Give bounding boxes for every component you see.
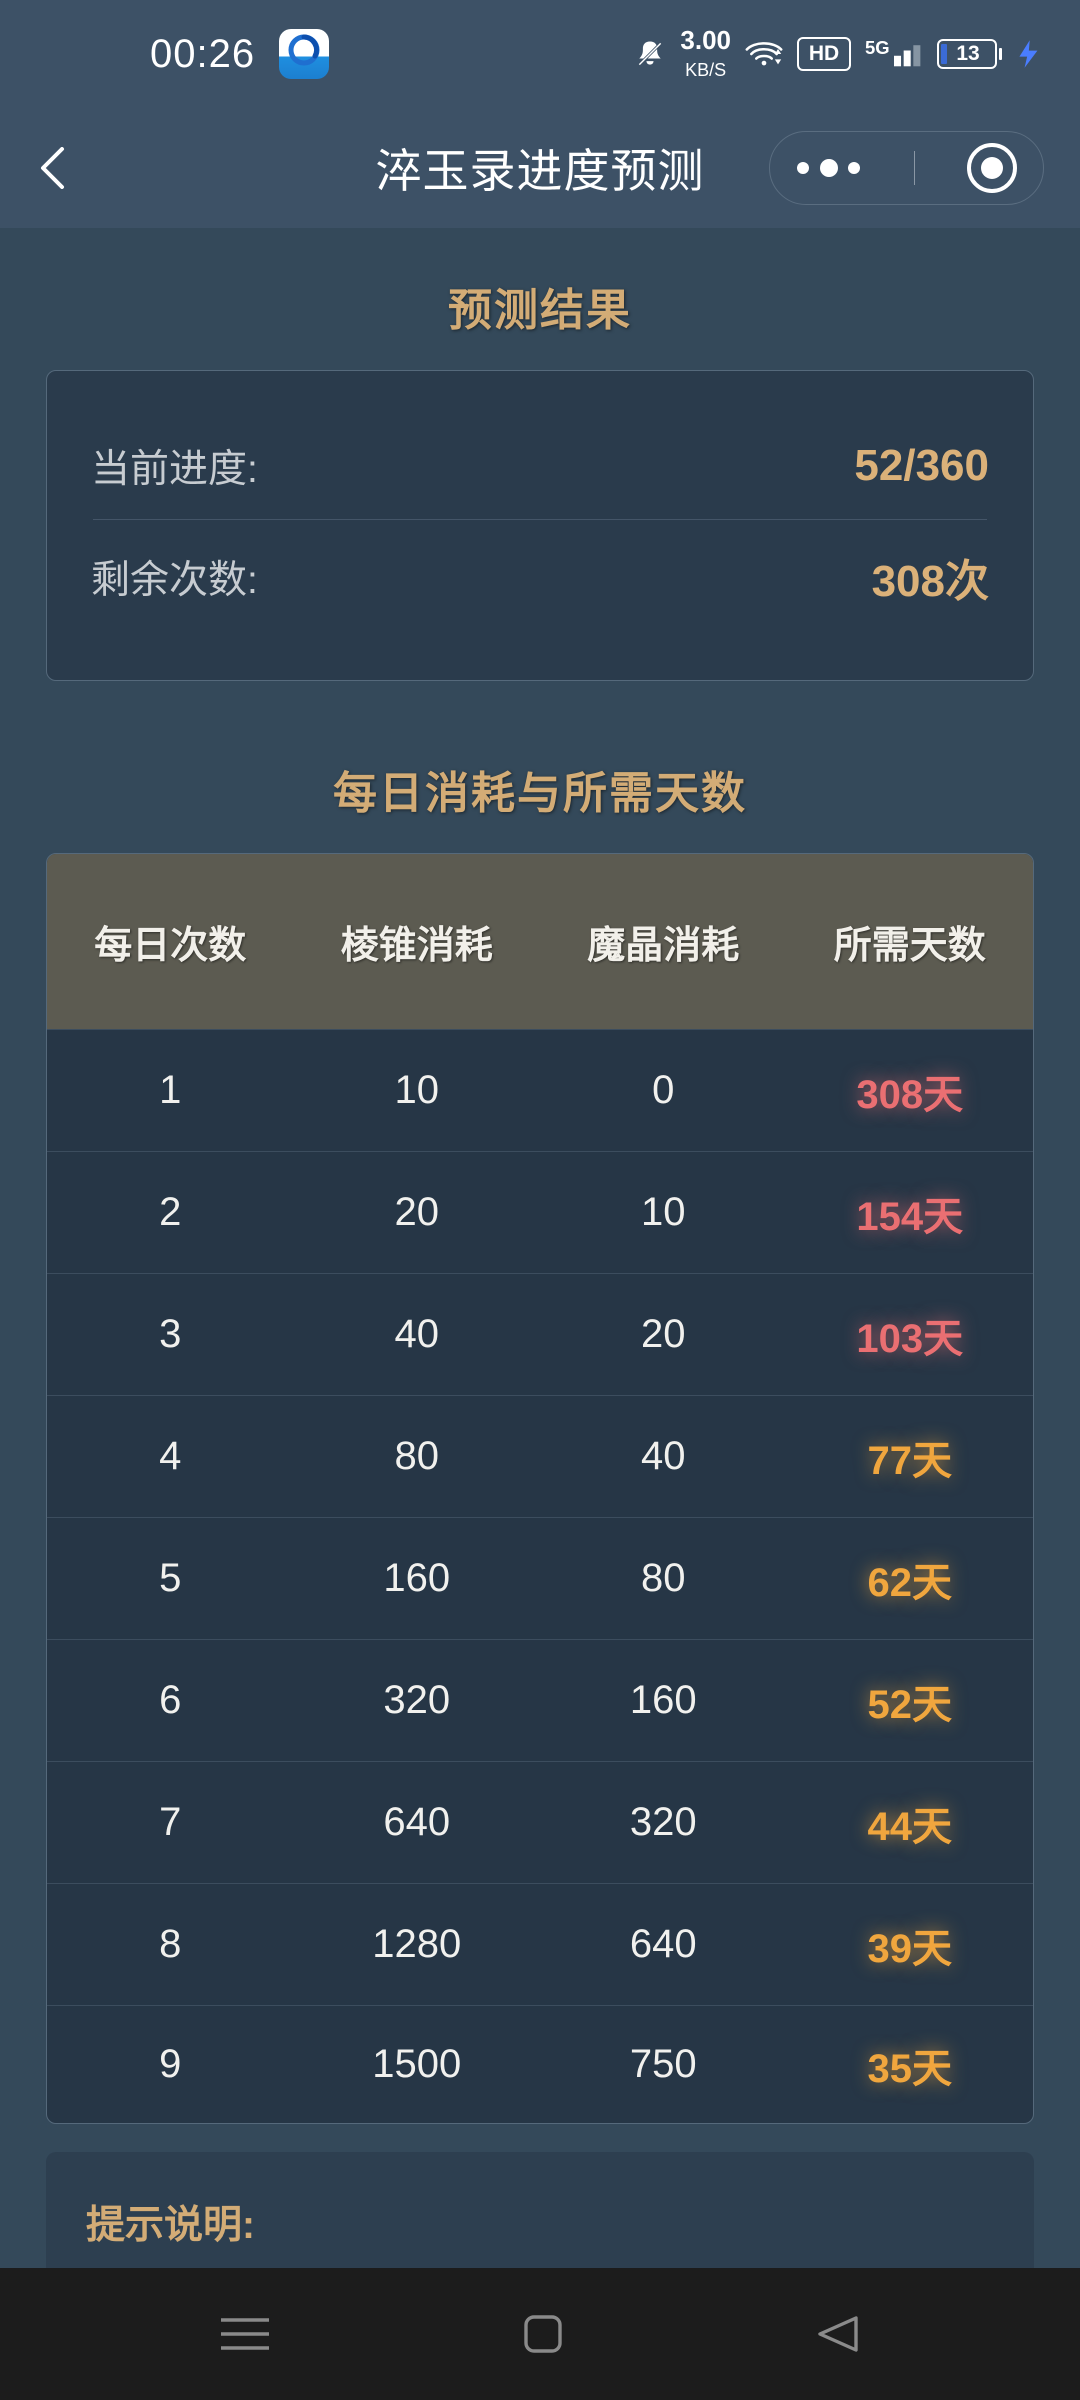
svg-text:5G: 5G (865, 39, 890, 58)
